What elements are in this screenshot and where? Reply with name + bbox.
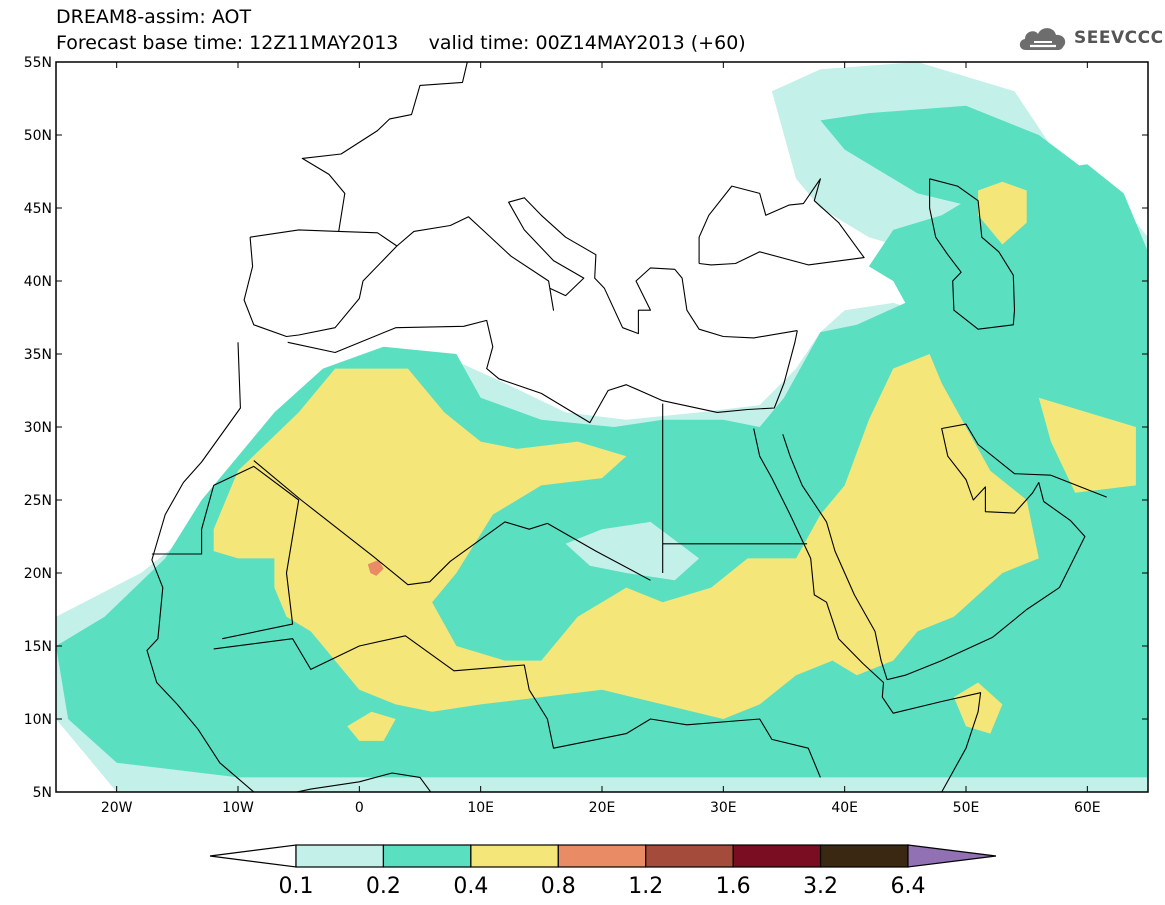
logo-text: SEEVCCC xyxy=(1074,28,1164,48)
colorbar-box xyxy=(382,844,472,868)
lat-tick-label: 30N xyxy=(24,420,52,436)
border-arabia xyxy=(782,423,1107,681)
colorbar-box xyxy=(557,844,647,868)
colorbar-box xyxy=(645,844,734,868)
colorbar-box xyxy=(470,844,559,868)
colorbar-label: 0.1 xyxy=(279,874,314,899)
border-libya-chad xyxy=(547,522,651,581)
lat-tick-label: 25N xyxy=(24,493,52,509)
border-france-coast xyxy=(301,62,468,232)
colorbar-label: 1.6 xyxy=(716,874,751,899)
colorbar-box xyxy=(295,844,385,868)
aot-region-0p1-0p2 xyxy=(565,521,700,581)
lat-tick-label: 10N xyxy=(24,712,52,728)
lon-tick-label: 10E xyxy=(467,800,494,816)
border-caspian xyxy=(929,178,1016,330)
border-sahel xyxy=(213,635,821,778)
border-red-sea-west xyxy=(753,428,982,792)
lon-tick-label: 0 xyxy=(355,800,364,816)
border-maghreb-coast xyxy=(287,319,798,424)
colorbar-label: 1.2 xyxy=(628,874,663,899)
lon-tick-label: 50E xyxy=(953,800,980,816)
lat-tick-label: 45N xyxy=(24,201,52,217)
border-algeria-mali xyxy=(253,460,548,586)
map-title: DREAM8-assim: AOT xyxy=(56,6,252,28)
border-med-north xyxy=(396,197,798,339)
lon-tick-label: 30E xyxy=(710,800,737,816)
lat-tick-label: 20N xyxy=(24,566,52,582)
aot-region-0p2-0p4 xyxy=(820,105,1088,208)
lat-tick-label: 5N xyxy=(33,785,52,801)
aot-region-0p4-0p8 xyxy=(978,181,1027,245)
aot-region-0p4-0p8 xyxy=(213,354,1039,719)
colorbar-label: 6.4 xyxy=(891,874,926,899)
aot-region-0p8-1p2 xyxy=(367,559,384,576)
colorbar-under-triangle xyxy=(209,844,297,868)
lon-tick-label: 20E xyxy=(589,800,616,816)
colorbar-box xyxy=(819,844,909,868)
coastlines-and-borders xyxy=(146,62,1107,792)
logo: SEEVCCC xyxy=(1016,22,1164,54)
lat-tick-label: 50N xyxy=(24,128,52,144)
border-west-africa xyxy=(146,342,432,792)
aot-fill-layer xyxy=(56,62,1148,792)
lon-tick-label: 60E xyxy=(1074,800,1101,816)
colorbar: 0.1 0.2 0.4 0.8 1.2 1.6 3.2 6.4 xyxy=(209,844,997,899)
lon-tick-label: 20W xyxy=(101,800,133,816)
aot-region-0p4-0p8 xyxy=(1038,397,1136,493)
colorbar-label: 3.2 xyxy=(803,874,838,899)
border-iberia xyxy=(243,229,398,338)
lat-tick-label: 15N xyxy=(24,639,52,655)
colorbar-label: 0.8 xyxy=(541,874,576,899)
aot-region-0p4-0p8 xyxy=(347,711,396,741)
lat-tick-label: 35N xyxy=(24,347,52,363)
lon-tick-label: 40E xyxy=(831,800,858,816)
lat-tick-label: 40N xyxy=(24,274,52,290)
axis-ticks: 20W 10W 0 10E 20E 30E 40E 50E 60E 5N 10N 15N 20N 25N 3… xyxy=(24,55,1148,816)
colorbar-over-triangle xyxy=(907,844,997,868)
border-mauritania-mali xyxy=(151,465,300,640)
colorbar-box xyxy=(732,844,822,868)
lat-tick-label: 55N xyxy=(24,55,52,71)
forecast-time-line: Forecast base time: 12Z11MAY2013 valid t… xyxy=(56,32,746,54)
cloud-icon xyxy=(1019,28,1066,50)
colorbar-label: 0.2 xyxy=(366,874,401,899)
border-black-sea xyxy=(698,178,865,266)
colorbar-label: 0.4 xyxy=(453,874,488,899)
lon-tick-label: 10W xyxy=(222,800,254,816)
